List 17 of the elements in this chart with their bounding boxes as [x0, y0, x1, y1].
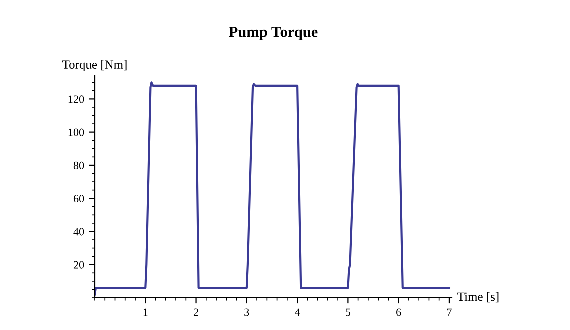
y-tick-label: 60 [74, 195, 84, 203]
x-tick-label: 1 [144, 308, 148, 316]
x-tick-label: 2 [194, 308, 198, 316]
x-tick-label: 6 [396, 308, 402, 316]
y-axis-title: Torque [Nm] [62, 60, 127, 72]
y-tick-label: 80 [74, 162, 84, 170]
x-axis-title: Time [s] [458, 292, 499, 303]
y-tick-label: 100 [68, 128, 84, 136]
y-tick-label: 20 [74, 261, 84, 269]
y-tick-label: 120 [68, 96, 84, 104]
x-tick-label: 3 [244, 308, 250, 316]
y-tick-label: 40 [74, 228, 84, 236]
line-series [95, 82, 451, 296]
chart-title: Pump Torque [229, 27, 318, 40]
x-tick-label: 4 [294, 308, 300, 316]
x-tick-label: 7 [447, 308, 452, 316]
x-tick-label: 5 [346, 308, 351, 316]
